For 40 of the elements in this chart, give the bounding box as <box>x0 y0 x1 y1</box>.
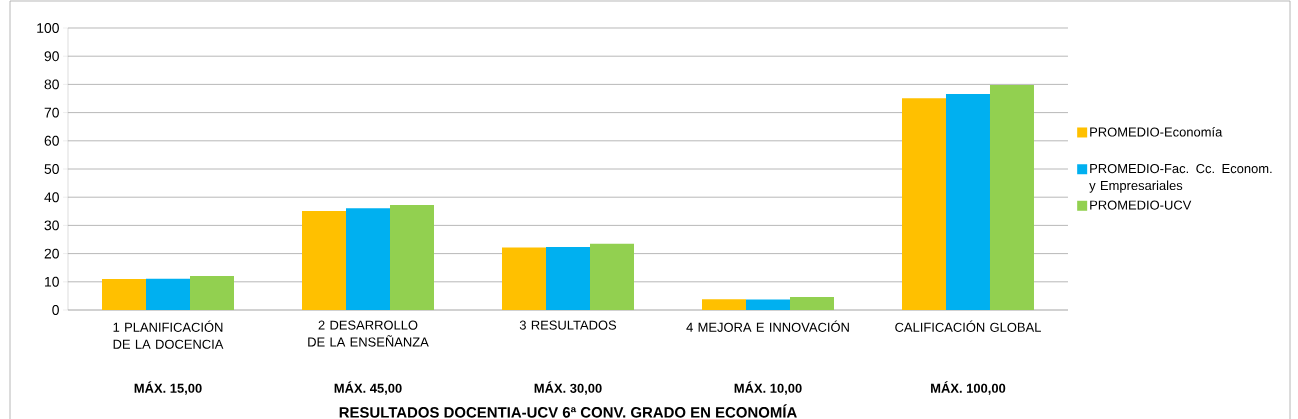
text: MÁX. 100,00 <box>931 381 1006 395</box>
y-tick-label: 40 <box>44 192 59 203</box>
bar <box>545 247 590 310</box>
x-tick-label: 3 RESULTADOS <box>519 320 617 330</box>
y-tick-label: 60 <box>44 135 59 146</box>
text: MÁX. 45,00 <box>334 381 402 395</box>
legend-label: PROMEDIO-Fac. Cc. Econom. y Empresariales <box>1089 163 1272 193</box>
y-tick-label: 80 <box>44 79 59 90</box>
bar <box>901 98 946 310</box>
bar <box>745 299 790 310</box>
legend-label: PROMEDIO-UCV <box>1090 200 1192 210</box>
bar <box>590 243 634 310</box>
bar <box>789 297 834 310</box>
x-tick-label: 4 MEJORA E INNOVACIÓN <box>686 320 849 332</box>
y-tick-label: 100 <box>37 23 59 33</box>
bar <box>390 205 434 310</box>
bar <box>102 278 146 310</box>
y-tick-label: 10 <box>45 276 59 287</box>
y-tick-label: 70 <box>44 107 59 118</box>
bar <box>989 84 1034 310</box>
text: MÁX. 30,00 <box>534 381 602 395</box>
bar <box>501 247 546 310</box>
bar <box>346 208 390 310</box>
x-tick-label: CALIFICACIÓN GLOBAL <box>895 320 1041 332</box>
y-tick-label: 30 <box>44 220 59 231</box>
bar <box>945 93 990 310</box>
y-tick-label: 0 <box>52 305 59 315</box>
x-tick-label: 1 PLANIFICACIÓN DE LA DOCENCIA <box>113 320 224 349</box>
y-tick-label: 20 <box>44 248 59 259</box>
bar <box>701 299 746 310</box>
bar <box>146 278 190 310</box>
text: MÁX. 15,00 <box>134 381 202 395</box>
text: MÁX. 10,00 <box>734 381 802 395</box>
y-tick-label: 50 <box>44 164 59 174</box>
text: RESULTADOS DOCENTIA-UCV 6ª CONV. GRADO EN ECONOMÍA <box>339 404 797 418</box>
legend-label: PROMEDIO-Economía <box>1090 126 1223 137</box>
bar <box>190 275 234 310</box>
bar <box>302 211 346 310</box>
y-tick-label: 90 <box>44 51 59 62</box>
x-tick-label: 2 DESARROLLO DE LA ENSEÑANZA <box>308 320 429 347</box>
